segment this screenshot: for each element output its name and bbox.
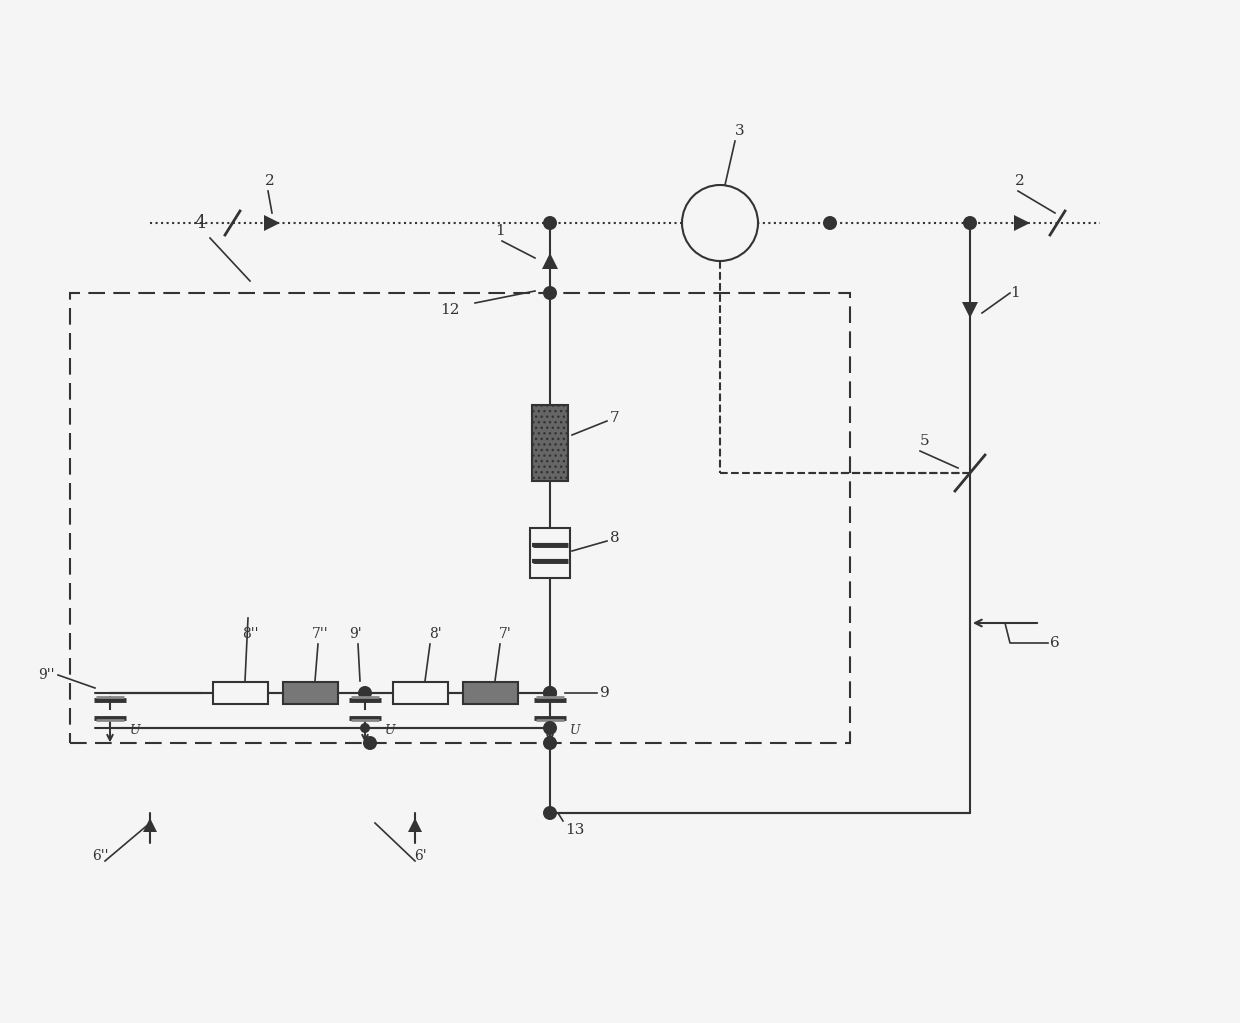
Bar — [283, 682, 337, 704]
Circle shape — [543, 286, 557, 300]
Polygon shape — [542, 253, 558, 269]
Text: 1: 1 — [495, 224, 505, 238]
Bar — [463, 682, 517, 704]
Bar — [212, 682, 268, 704]
Circle shape — [543, 721, 557, 735]
Text: 12: 12 — [440, 303, 460, 317]
Polygon shape — [264, 215, 280, 231]
Text: 6': 6' — [414, 849, 427, 863]
Circle shape — [823, 216, 837, 230]
Text: 8: 8 — [610, 531, 620, 545]
Circle shape — [543, 686, 557, 700]
Text: 13: 13 — [565, 822, 584, 837]
Text: 1: 1 — [1011, 286, 1019, 300]
Circle shape — [963, 216, 977, 230]
Text: U: U — [570, 723, 580, 737]
Text: U: U — [130, 723, 140, 737]
Text: 9'': 9'' — [38, 668, 55, 682]
Text: 9: 9 — [600, 686, 610, 700]
Text: 2: 2 — [265, 174, 275, 188]
Circle shape — [543, 686, 557, 700]
Text: 9': 9' — [348, 627, 361, 641]
Circle shape — [682, 185, 758, 261]
Text: 7'': 7'' — [311, 627, 329, 641]
Text: 6: 6 — [1050, 636, 1060, 650]
Text: 4: 4 — [195, 214, 206, 232]
Polygon shape — [143, 818, 157, 832]
Text: 7: 7 — [610, 411, 620, 425]
Bar — [529, 528, 570, 578]
Circle shape — [360, 723, 370, 733]
Text: 3: 3 — [735, 124, 745, 138]
Polygon shape — [962, 302, 978, 318]
Text: 8': 8' — [429, 627, 441, 641]
Circle shape — [543, 736, 557, 750]
Polygon shape — [1014, 215, 1030, 231]
Text: 6'': 6'' — [92, 849, 108, 863]
Text: 7': 7' — [498, 627, 511, 641]
Bar — [69, 293, 849, 743]
Polygon shape — [408, 818, 422, 832]
Text: 5: 5 — [920, 434, 930, 448]
Bar — [532, 545, 568, 561]
Circle shape — [358, 686, 372, 700]
Bar — [393, 682, 448, 704]
Circle shape — [363, 736, 377, 750]
Text: U: U — [384, 723, 396, 737]
Circle shape — [543, 216, 557, 230]
Bar — [532, 405, 568, 481]
Text: 2: 2 — [1016, 174, 1025, 188]
Text: 8'': 8'' — [242, 627, 258, 641]
Circle shape — [543, 806, 557, 820]
